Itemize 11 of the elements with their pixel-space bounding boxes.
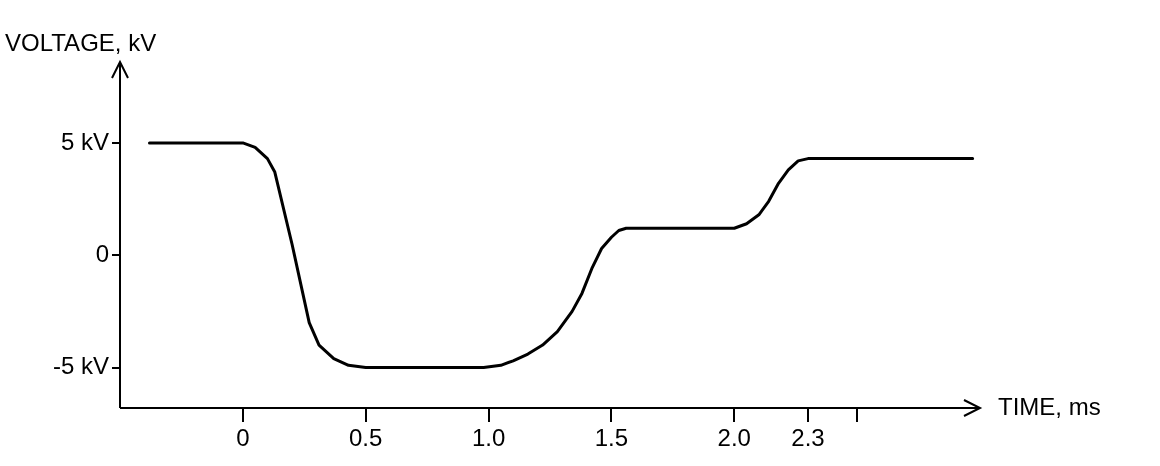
y-tick-label: 5 kV	[60, 127, 109, 155]
y-axis-title: VOLTAGE, kV	[5, 28, 157, 56]
x-tick-label: 0	[236, 424, 250, 452]
x-tick-label: 2.3	[791, 424, 825, 452]
x-axis-title: TIME, ms	[998, 392, 1101, 420]
x-tick-label: 1.0	[471, 424, 506, 452]
x-tick-label: 1.5	[594, 424, 629, 452]
x-tick-label: 0.5	[349, 424, 383, 452]
y-tick-label: -5 kV	[52, 352, 109, 380]
y-tick-label: 0	[95, 239, 109, 267]
x-tick-label: 2.0	[717, 424, 751, 452]
